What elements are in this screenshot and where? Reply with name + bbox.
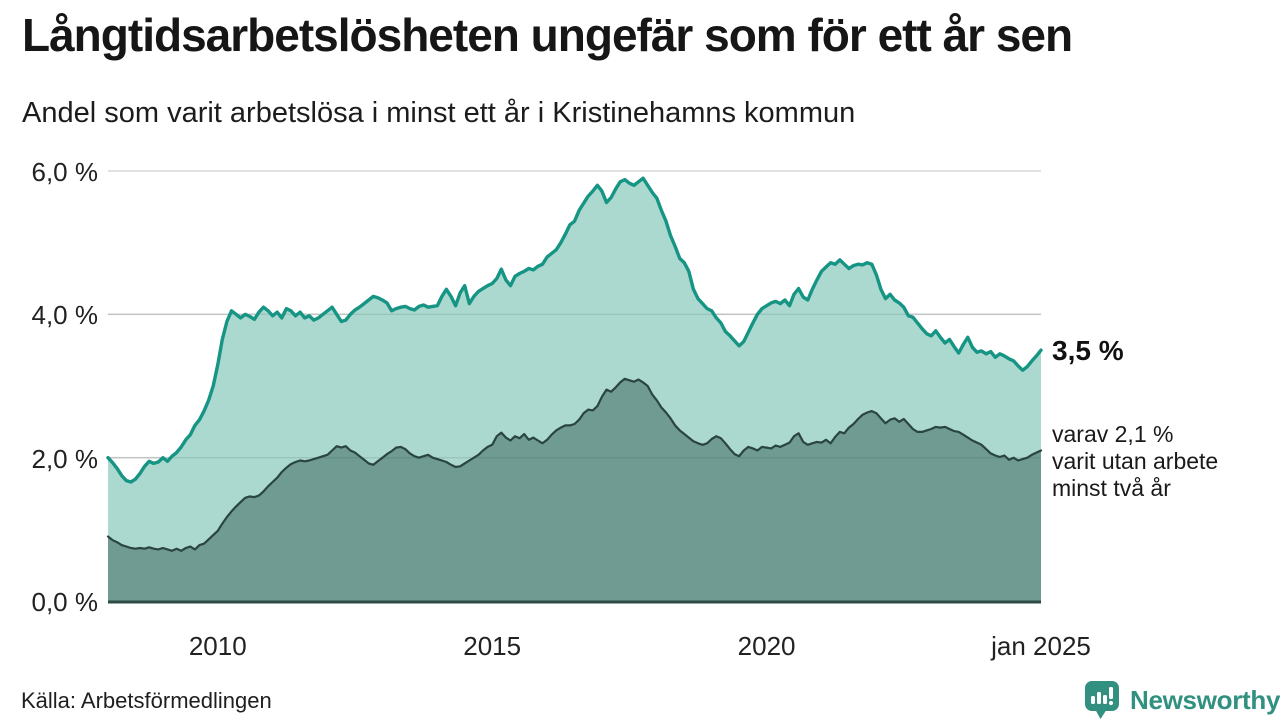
series-line	[106, 176, 1043, 484]
series-line	[106, 377, 1043, 552]
x-tick-label: 2020	[737, 631, 796, 661]
y-tick-label: 0,0 %	[31, 587, 99, 617]
newsworthy-bubble-chart-icon	[1085, 681, 1119, 719]
area-fill	[108, 378, 1041, 601]
x-tick-label: jan 2025	[991, 631, 1091, 661]
y-tick-label: 2,0 %	[31, 443, 99, 474]
series-end-value-label: 3,5 %	[1052, 335, 1124, 366]
page-title: Långtidsarbetslösheten ungefär som för e…	[22, 9, 1073, 61]
x-tick-label: 2010	[188, 631, 247, 661]
y-tick-label: 4,0 %	[31, 300, 99, 331]
newsworthy-logo-text: Newsworthy	[1130, 684, 1280, 715]
x-tick-label: 2015	[463, 631, 522, 661]
page-subtitle: Andel som varit arbetslösa i minst ett å…	[22, 97, 856, 129]
source-caption: Källa: Arbetsförmedlingen	[21, 688, 272, 713]
series-end-note-label: varav 2,1 % varit utan arbete minst två …	[1052, 421, 1219, 501]
newsworthy-logo: Newsworthy	[1084, 680, 1280, 720]
y-tick-label: 6,0 %	[31, 157, 99, 187]
